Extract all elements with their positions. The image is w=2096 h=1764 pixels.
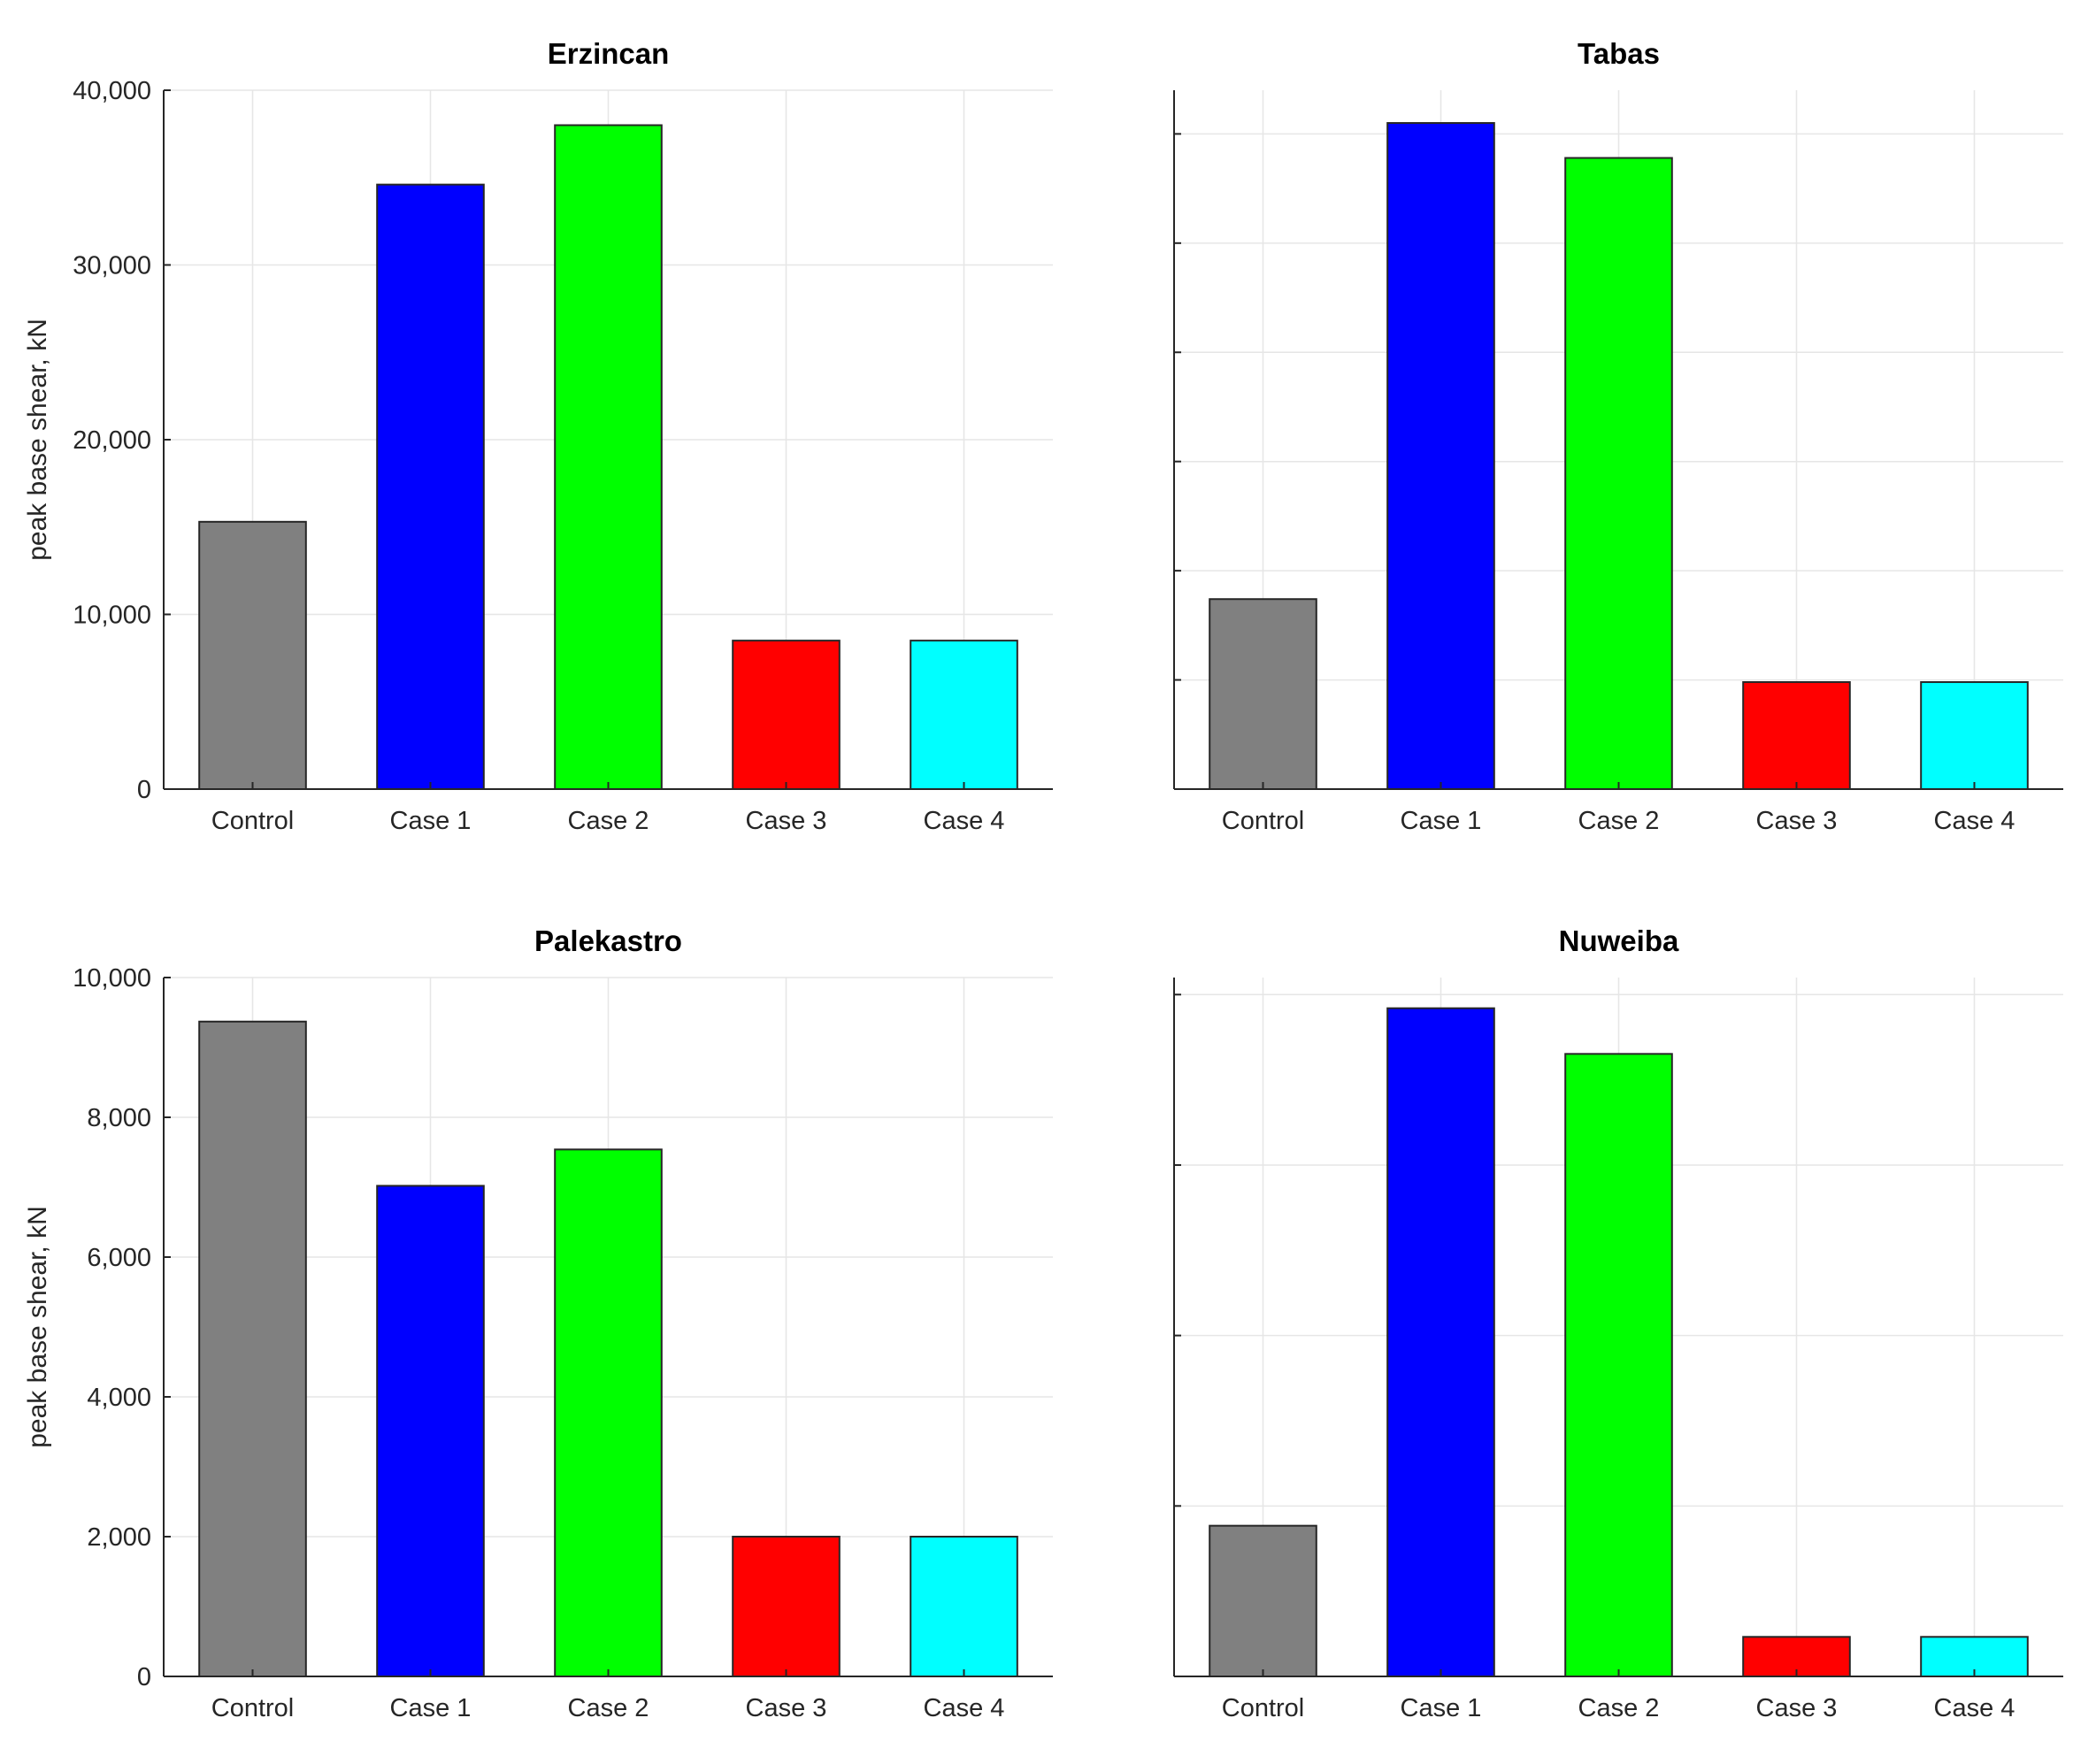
- chart-title: Palekastro: [534, 924, 682, 957]
- x-tick-label: Control: [211, 1694, 295, 1722]
- y-tick-label: 10,000: [73, 964, 151, 993]
- x-tick-label: Case 2: [568, 807, 649, 835]
- bar-erzincan-case-2: [554, 124, 663, 790]
- bar-tabas-case-4: [1920, 681, 2029, 790]
- bar-erzincan-case-3: [732, 640, 841, 790]
- x-tick-label: Case 2: [1578, 1694, 1660, 1722]
- x-tick-label: Case 3: [746, 1694, 827, 1722]
- x-tick-label: Case 1: [1401, 1694, 1482, 1722]
- panel-tabas: Control Case 1 Case 2 Case 3 Case 4 Tabas: [1173, 37, 2063, 835]
- x-tick-label: Case 1: [1401, 807, 1482, 835]
- panel-erzincan: 0 10,000 20,000 30,000 40,000 Control Case 1 Ca…: [23, 37, 1053, 835]
- bar-palekastro-control: [198, 1020, 307, 1677]
- x-tick-label: Case 2: [568, 1694, 649, 1722]
- chart-title: Tabas: [1578, 37, 1660, 70]
- x-tick-label: Case 3: [1756, 807, 1838, 835]
- bar-erzincan-case-4: [910, 640, 1018, 790]
- y-tick-label: 30,000: [73, 252, 151, 280]
- bar-tabas-case-3: [1742, 681, 1851, 790]
- bar-palekastro-case-2: [554, 1148, 663, 1677]
- bar-nuweiba-case-2: [1564, 1053, 1673, 1677]
- x-tick-label: Case 4: [924, 807, 1005, 835]
- panel-nuweiba: Control Case 1 Case 2 Case 3 Case 4 Nuweiba: [1173, 924, 2063, 1722]
- y-tick-label: 10,000: [73, 602, 151, 630]
- bar-palekastro-case-4: [910, 1536, 1018, 1677]
- bar-palekastro-case-3: [732, 1536, 841, 1677]
- bar-erzincan-case-1: [376, 183, 485, 790]
- y-tick-label: 4,000: [87, 1384, 151, 1412]
- x-tick-label: Case 4: [924, 1694, 1005, 1722]
- panel-palekastro: 0 2,000 4,000 6,000 8,000 10,000 Control Case 1…: [23, 924, 1053, 1722]
- y-axis-label: peak base shear, kN: [23, 318, 52, 561]
- y-tick-label: 8,000: [87, 1104, 151, 1132]
- bar-tabas-case-2: [1564, 157, 1673, 790]
- x-tick-label: Case 3: [746, 807, 827, 835]
- y-tick-label: 40,000: [73, 77, 151, 105]
- y-tick-label: 0: [137, 1663, 151, 1691]
- x-tick-label: Control: [1222, 807, 1305, 835]
- x-tick-label: Control: [1222, 1694, 1305, 1722]
- bar-palekastro-case-1: [376, 1185, 485, 1678]
- bar-nuweiba-case-1: [1386, 1007, 1495, 1678]
- x-tick-label: Control: [211, 807, 295, 835]
- y-tick-label: 2,000: [87, 1523, 151, 1552]
- x-tick-label: Case 2: [1578, 807, 1660, 835]
- y-axis-label: peak base shear, kN: [23, 1206, 52, 1448]
- y-tick-label: 0: [137, 776, 151, 804]
- bar-nuweiba-control: [1209, 1524, 1317, 1678]
- bar-tabas-case-1: [1386, 122, 1495, 790]
- chart-title: Erzincan: [548, 37, 670, 70]
- chart-title: Nuweiba: [1559, 924, 1679, 957]
- y-tick-label: 20,000: [73, 426, 151, 455]
- x-tick-label: Case 4: [1934, 807, 2015, 835]
- x-tick-label: Case 4: [1934, 1694, 2015, 1722]
- bar-tabas-control: [1209, 598, 1317, 790]
- x-tick-label: Case 1: [390, 1694, 472, 1722]
- y-tick-label: 6,000: [87, 1244, 151, 1272]
- x-tick-label: Case 3: [1756, 1694, 1838, 1722]
- bar-erzincan-control: [198, 520, 307, 790]
- x-tick-label: Case 1: [390, 807, 472, 835]
